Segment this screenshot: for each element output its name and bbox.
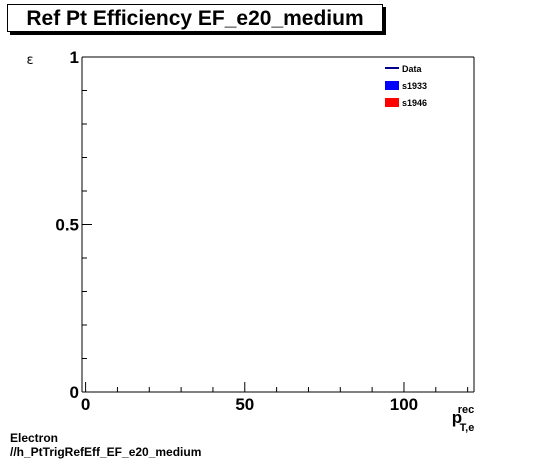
legend-box-swatch [385,81,399,90]
legend-entry-label: Data [402,64,423,74]
y-tick-label: 0 [70,383,79,402]
x-axis-label-sup: rec [458,404,475,416]
x-tick-label: 0 [81,395,90,414]
y-tick-label: 0.5 [55,216,79,235]
y-axis-label: ε [26,53,33,68]
y-tick-label: 1 [70,48,79,67]
legend-entry-label: s1933 [402,81,427,91]
chart-title-box: Ref Pt Efficiency EF_e20_medium [7,4,383,32]
legend-entry-label: s1946 [402,98,427,108]
x-tick-label: 50 [235,395,254,414]
footer-line-1: Electron [10,431,59,445]
chart-title: Ref Pt Efficiency EF_e20_medium [26,7,364,30]
x-axis-label: p [452,408,462,427]
x-axis-label-sub: T,e [460,422,475,434]
footer-line-2: //h_PtTrigRefEff_EF_e20_medium [10,445,202,459]
x-tick-label: 100 [390,395,418,414]
legend-box-swatch [385,98,399,107]
